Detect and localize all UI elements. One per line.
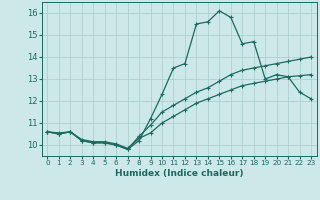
X-axis label: Humidex (Indice chaleur): Humidex (Indice chaleur) [115,169,244,178]
